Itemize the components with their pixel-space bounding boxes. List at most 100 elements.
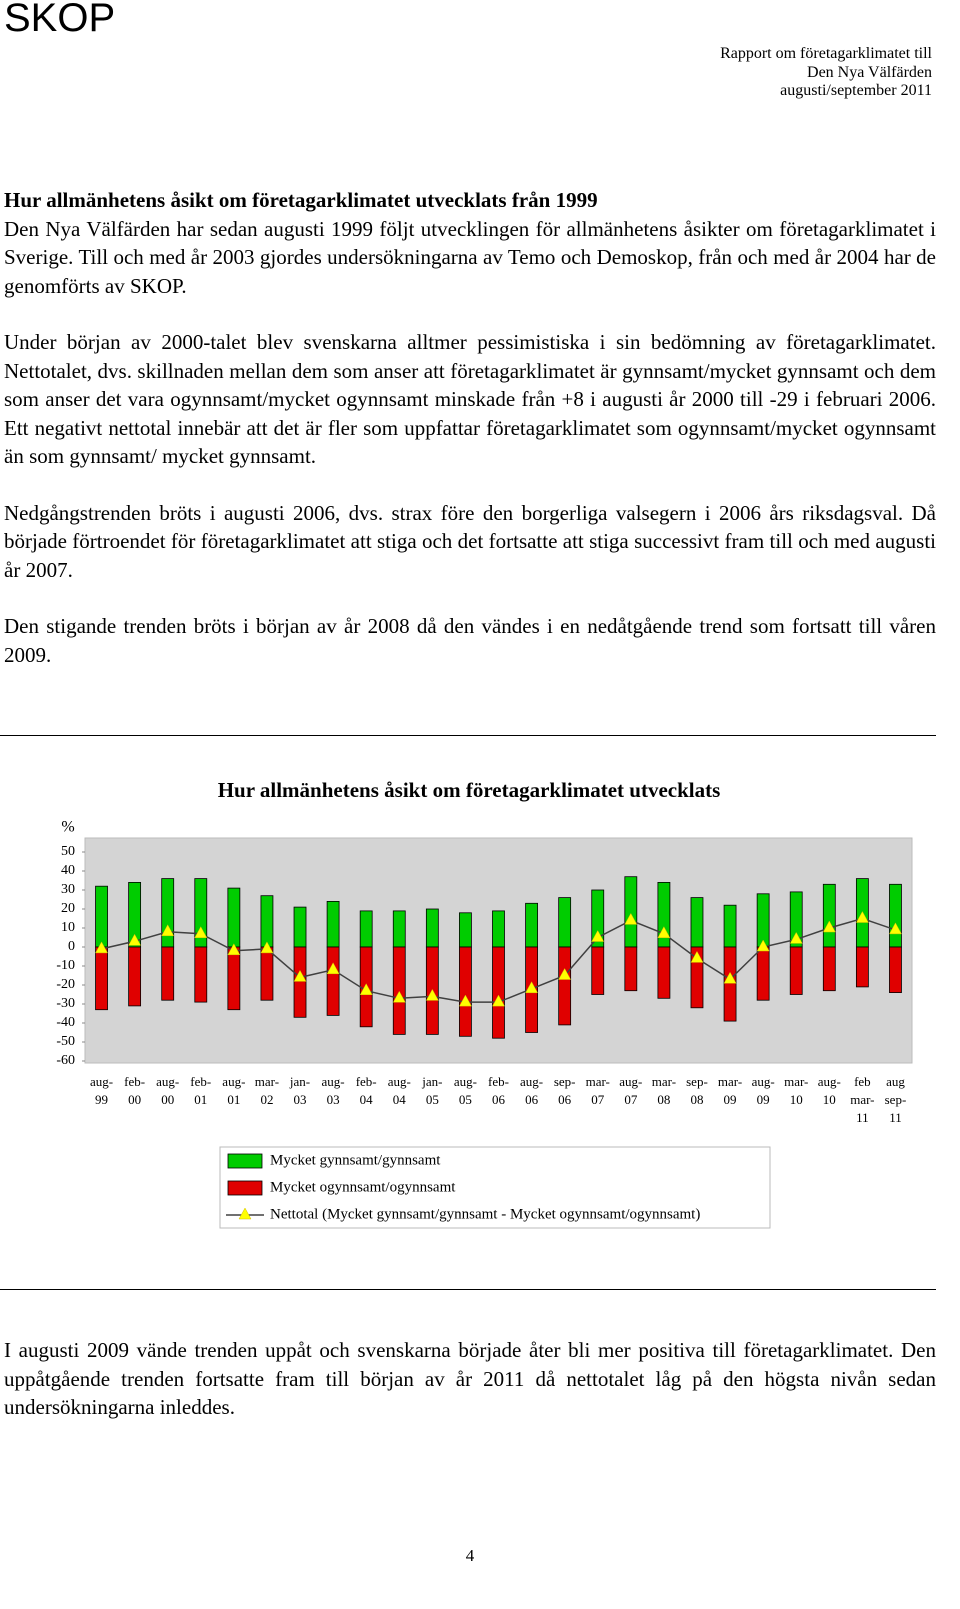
chart: Hur allmänhetens åsikt om företagarklima… [0,760,960,1240]
report-line: Den Nya Välfärden [807,63,932,81]
marker [95,941,108,954]
legend-label: Nettotal (Mycket gynnsamt/gynnsamt - Myc… [270,1206,700,1222]
x-tick-label: mar-02 [254,1074,280,1107]
x-tick-label: mar-10 [784,1074,809,1107]
bar [723,904,737,948]
text-block: Hur allmänhetens åsikt om företagarklima… [4,186,936,669]
marker [260,941,274,954]
legend-marker [238,1207,252,1220]
x-tick-label: feb-00 [124,1074,146,1107]
marker [690,950,704,963]
logo: SKOP [4,0,116,40]
x-tick-label: aug-01 [222,1074,246,1107]
y-tick-label: -50 [56,1034,75,1049]
divider [0,735,936,736]
y-tick-label: -60 [56,1053,75,1068]
chart-title: Hur allmänhetens åsikt om företagarklima… [218,778,721,802]
heading: Hur allmänhetens åsikt om företagarklima… [4,188,598,212]
bar [789,946,803,995]
marker [194,926,208,938]
y-tick-label: 30 [61,882,75,897]
bar [161,878,175,948]
bar [756,893,770,948]
bar [822,946,836,992]
marker [359,983,373,995]
bar [558,897,572,948]
bar [359,910,373,948]
x-tick-label: mar-07 [585,1074,610,1107]
x-tick-label: aug-06 [520,1074,544,1107]
bar [260,895,274,948]
report-line: Rapport om företagarklimatet till [720,45,932,62]
x-tick-label: feb-01 [190,1074,212,1107]
marker [855,910,869,923]
marker [293,969,307,982]
bar [95,885,108,948]
x-tick-label: mar-09 [717,1074,743,1107]
x-tick-label: aug sep-11 [884,1074,907,1125]
marker [657,926,671,938]
x-tick-label: feb-04 [355,1074,377,1107]
page-number: 4 [465,1546,475,1565]
bar [95,946,108,1011]
y-tick-label: 50 [61,844,75,859]
bar [326,900,340,948]
marker [128,933,142,946]
bar [525,902,538,948]
y-tick-label: -30 [56,996,75,1011]
marker [624,912,638,925]
marker [789,931,803,944]
y-tick-label: 40 [61,863,75,878]
marker [889,922,902,935]
legend-label: Mycket ogynnsamt/ogynnsamt [270,1179,456,1195]
bar [392,946,406,1035]
bar [459,912,472,948]
bar [293,946,307,1018]
paragraph: Nedgångstrenden bröts i augusti 2006, dv… [4,500,936,582]
x-tick-label: aug-10 [817,1074,841,1107]
marker [425,988,439,1001]
bar [624,876,638,948]
y-tick-label: -10 [56,958,75,973]
marker [822,920,836,933]
bar [425,908,439,948]
bar [889,883,902,948]
bar [459,946,472,1037]
y-tick-label: 0 [68,939,75,954]
x-tick-label: aug-00 [156,1074,180,1107]
bar [822,883,836,948]
x-tick-label: aug-04 [387,1074,411,1107]
x-tick-label: jan-05 [422,1074,443,1107]
divider [0,1289,936,1290]
bar [326,946,340,1016]
bar [492,946,505,1039]
legend-swatch [227,1180,263,1196]
y-tick-label: -40 [56,1015,75,1030]
legend-swatch [227,1153,263,1169]
paragraph: Den stigande trenden bröts i början av å… [4,614,936,667]
report-header: Rapport om företagarklimatet till Den Ny… [720,45,932,101]
x-tick-label: feb mar-11 [850,1074,875,1125]
marker [756,939,770,952]
marker [458,994,472,1007]
marker [591,929,605,942]
bar [492,910,505,948]
bar [392,910,406,948]
marker [161,924,175,937]
bar [889,946,902,993]
bar [260,946,274,1001]
marker [723,971,737,984]
legend-label: Mycket gynnsamt/gynnsamt [270,1152,441,1168]
x-tick-label: aug-03 [321,1074,345,1107]
bar [591,946,605,995]
chart-svg: Hur allmänhetens åsikt om företagarklima… [56,778,913,1229]
bar [690,897,704,948]
x-tick-label: sep-06 [553,1074,576,1107]
x-tick-label: aug-09 [751,1074,775,1107]
y-tick-label: 10 [61,920,75,935]
x-tick-label: sep-08 [686,1074,708,1107]
marker [227,943,241,956]
bar [128,946,142,1007]
x-tick-label: mar-08 [651,1074,677,1107]
